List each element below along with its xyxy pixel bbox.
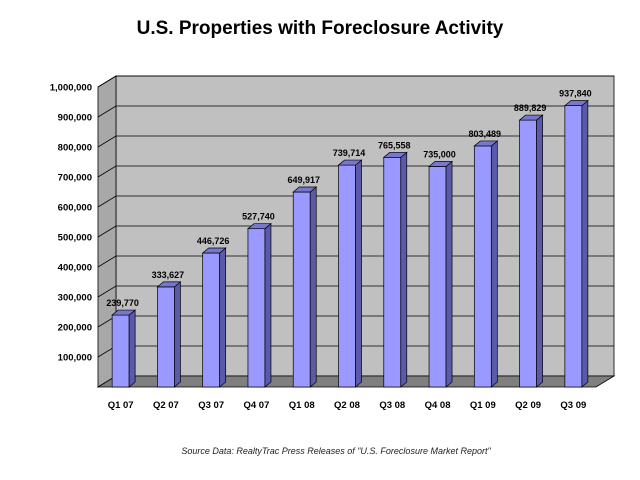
data-label: 446,726: [197, 236, 230, 246]
y-tick-label: 900,000: [58, 113, 92, 124]
bar: [473, 145, 492, 388]
x-tick-label: Q3 09: [560, 400, 586, 411]
x-tick-label: Q1 09: [470, 400, 496, 411]
bar-top: [337, 159, 363, 166]
x-tick-label: Q2 07: [153, 400, 179, 411]
bar-side: [536, 114, 543, 388]
bar-side: [219, 247, 227, 388]
bar: [564, 105, 583, 388]
bar-side: [445, 160, 453, 388]
data-label: 803,489: [469, 129, 502, 139]
bar-side: [128, 309, 136, 388]
bar: [111, 314, 130, 388]
bars: [111, 99, 589, 388]
y-tick-label: 100,000: [58, 353, 92, 364]
source-note: Source Data: RealtyTrac Press Releases o…: [181, 446, 491, 456]
x-tick-label: Q4 07: [244, 400, 270, 411]
data-label: 527,740: [242, 212, 275, 222]
x-tick-label: Q3 07: [198, 400, 224, 411]
y-axis-ticks: 100,000 200,000 300,000 400,000 500,000 600,0…: [50, 83, 92, 364]
bar: [202, 252, 221, 388]
bar-side: [309, 186, 317, 388]
bar: [247, 228, 266, 388]
y-tick-label: 1,000,000: [50, 83, 92, 94]
x-tick-label: Q3 08: [379, 400, 405, 411]
bar-top: [111, 309, 137, 316]
bar: [428, 166, 447, 388]
bar-top: [156, 281, 182, 288]
data-label: 333,627: [152, 270, 185, 280]
bar: [519, 119, 537, 388]
x-tick-label: Q2 09: [515, 400, 541, 411]
data-label: 739,714: [333, 148, 366, 158]
bar-top: [428, 161, 454, 167]
y-tick-label: 600,000: [58, 203, 92, 214]
bar: [292, 191, 311, 388]
data-label: 937,840: [559, 89, 592, 99]
x-tick-label: Q1 07: [108, 400, 134, 411]
bar: [157, 286, 175, 388]
bar-side: [490, 140, 498, 388]
x-tick-label: Q2 08: [334, 400, 360, 411]
bar-side: [264, 222, 272, 388]
gridline: [97, 105, 614, 118]
y-tick-label: 200,000: [58, 323, 92, 334]
chart-title: U.S. Properties with Foreclosure Activit…: [136, 18, 504, 39]
bar-top: [473, 140, 499, 147]
y-tick-label: 500,000: [58, 233, 92, 244]
y-tick-label: 700,000: [58, 173, 92, 184]
bar-top: [563, 100, 589, 106]
data-labels: 239,770 333,627 446,726 527,740 649,917 739,7…: [106, 89, 591, 308]
bar-top: [382, 151, 408, 158]
bar-side: [400, 151, 408, 388]
bar-top: [246, 223, 272, 230]
bar: [383, 156, 402, 388]
bar-side: [174, 281, 181, 388]
bar: [338, 164, 356, 388]
data-label: 649,917: [287, 175, 320, 185]
y-tick-label: 800,000: [58, 143, 92, 154]
data-label: 239,770: [106, 298, 139, 308]
gridline: [97, 75, 614, 88]
x-axis-ticks: Q1 07 Q2 07 Q3 07 Q4 07 Q1 08 Q2 08 Q3 08 Q4 08…: [108, 400, 587, 411]
data-label: 889,829: [514, 103, 547, 113]
bar-top: [518, 114, 544, 121]
bar-top: [292, 186, 318, 193]
x-tick-label: Q1 08: [289, 400, 315, 411]
data-label: 765,558: [378, 140, 411, 150]
x-tick-label: Q4 08: [425, 400, 451, 411]
bar-side: [581, 99, 589, 388]
gridline: [97, 135, 614, 148]
bar-top: [201, 247, 227, 254]
bar-side: [355, 159, 362, 388]
data-label: 735,000: [423, 150, 456, 160]
y-tick-label: 400,000: [58, 263, 92, 274]
y-tick-label: 300,000: [58, 293, 92, 304]
